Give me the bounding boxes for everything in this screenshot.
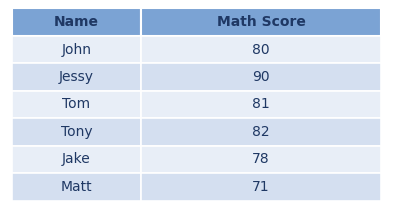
Text: Tom: Tom	[62, 98, 90, 111]
Text: Jake: Jake	[62, 152, 91, 166]
Bar	[12, 146, 141, 173]
Bar	[141, 146, 381, 173]
Text: Math Score: Math Score	[217, 15, 306, 29]
Bar	[12, 63, 141, 91]
Text: 81: 81	[252, 98, 270, 111]
Text: Jessy: Jessy	[59, 70, 94, 84]
Bar	[141, 36, 381, 63]
Bar	[12, 173, 141, 201]
Bar	[12, 91, 141, 118]
Text: Tony: Tony	[61, 125, 92, 139]
Bar	[141, 8, 381, 36]
Text: 90: 90	[252, 70, 270, 84]
Bar	[141, 173, 381, 201]
Text: 82: 82	[252, 125, 270, 139]
Bar	[12, 8, 141, 36]
Text: 80: 80	[252, 43, 270, 57]
Text: Name: Name	[54, 15, 99, 29]
Bar	[12, 118, 141, 146]
Text: Matt: Matt	[61, 180, 92, 194]
Bar	[141, 63, 381, 91]
Bar	[141, 118, 381, 146]
Text: 71: 71	[252, 180, 270, 194]
Text: 78: 78	[252, 152, 270, 166]
Bar	[12, 36, 141, 63]
Bar	[141, 91, 381, 118]
Text: John: John	[61, 43, 92, 57]
